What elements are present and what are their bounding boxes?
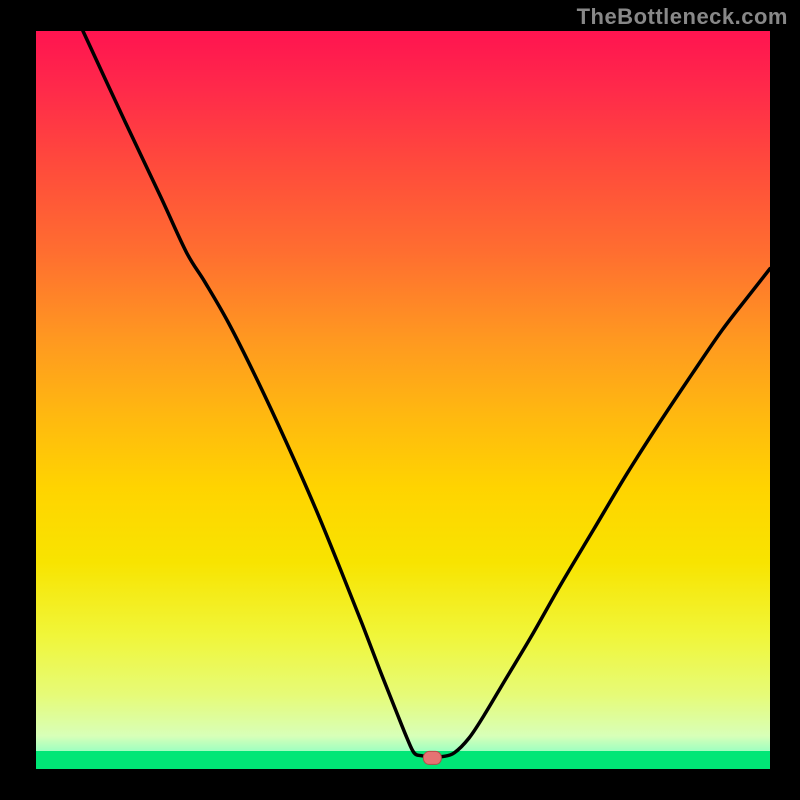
chart-root: TheBottleneck.com <box>0 0 800 800</box>
chart-svg <box>0 0 800 800</box>
gradient-background <box>36 31 770 769</box>
baseline-band <box>36 751 770 769</box>
watermark-text: TheBottleneck.com <box>577 4 788 30</box>
bottleneck-marker <box>423 751 441 764</box>
